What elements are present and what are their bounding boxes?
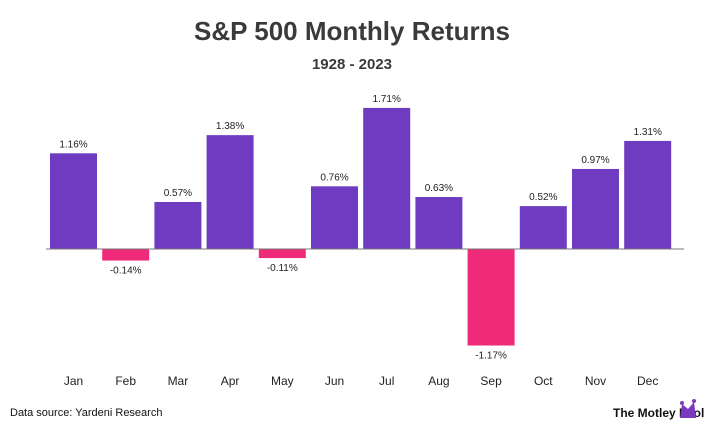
value-label-jun: 0.76% xyxy=(320,172,348,183)
value-label-jan: 1.16% xyxy=(59,139,87,150)
bars-layer xyxy=(50,107,672,346)
jester-cap-icon xyxy=(680,399,696,418)
value-label-jul: 1.71% xyxy=(373,94,401,105)
motley-fool-logo: The Motley Fool xyxy=(613,399,704,420)
month-label-jul: Jul xyxy=(379,374,394,388)
month-label-feb: Feb xyxy=(115,374,136,388)
month-label-dec: Dec xyxy=(637,374,658,388)
month-label-apr: Apr xyxy=(221,374,240,388)
bar-aug xyxy=(415,197,463,249)
data-source-text: Data source: Yardeni Research xyxy=(10,407,162,419)
month-label-jan: Jan xyxy=(64,374,83,388)
bar-jun xyxy=(311,186,358,249)
bar-jan xyxy=(50,153,97,249)
month-labels-layer: Jan Feb Mar Apr May Jun Jul Aug Sep Oct Nov Dec xyxy=(64,374,659,388)
month-label-mar: Mar xyxy=(168,374,189,388)
bar-feb xyxy=(102,249,150,261)
bar-dec xyxy=(624,140,672,249)
value-label-apr: 1.38% xyxy=(216,121,244,132)
bar-nov xyxy=(572,168,619,249)
bar-apr xyxy=(206,135,254,249)
value-labels-layer: 1.16% -0.14% 0.57% 1.38% -0.11% 0.76% 1.71% 0.6… xyxy=(59,94,662,362)
value-label-may: -0.11% xyxy=(267,263,298,274)
bar-may xyxy=(258,249,306,259)
bar-oct xyxy=(519,206,567,249)
value-label-aug: 0.63% xyxy=(425,183,453,194)
month-label-aug: Aug xyxy=(428,374,449,388)
chart-subtitle: 1928 - 2023 xyxy=(312,56,392,73)
month-label-may: May xyxy=(271,374,294,388)
month-label-oct: Oct xyxy=(534,374,553,388)
month-label-nov: Nov xyxy=(585,374,606,388)
bar-mar xyxy=(154,201,202,249)
value-label-mar: 0.57% xyxy=(164,188,192,199)
month-label-jun: Jun xyxy=(325,374,344,388)
bar-jul xyxy=(363,107,411,249)
bar-sep xyxy=(467,249,515,346)
value-label-dec: 1.31% xyxy=(634,127,662,138)
chart-title: S&P 500 Monthly Returns xyxy=(194,16,510,46)
value-label-feb: -0.14% xyxy=(110,266,142,277)
value-label-sep: -1.17% xyxy=(475,351,507,362)
value-label-oct: 0.52% xyxy=(529,192,557,203)
month-label-sep: Sep xyxy=(480,374,502,388)
value-label-nov: 0.97% xyxy=(581,155,609,166)
